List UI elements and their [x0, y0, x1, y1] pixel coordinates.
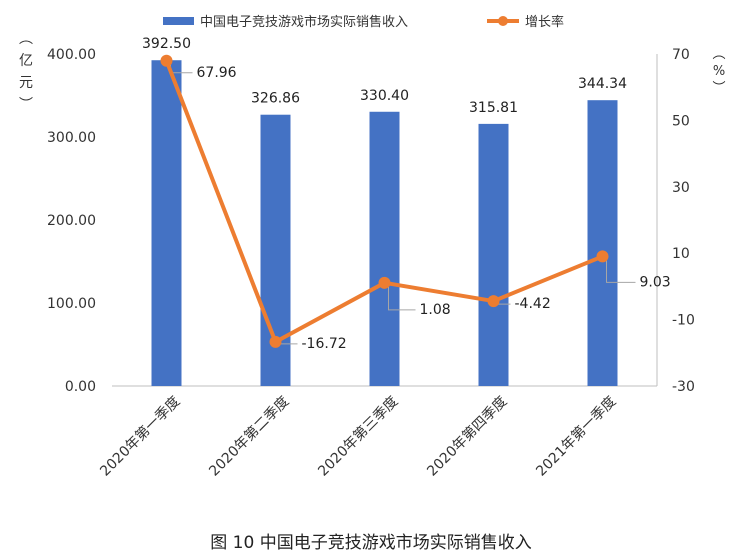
y-right-tick-label: 10 — [672, 246, 690, 262]
bar — [151, 60, 182, 386]
legend-bar-label: 中国电子竞技游戏市场实际销售收入 — [200, 14, 408, 30]
bar-value-labels: 392.50 326.86 330.40 315.81 344.34 — [142, 36, 627, 116]
bar-value-label: 326.86 — [251, 91, 300, 107]
growth-value-labels: 67.96 -16.72 1.08 -4.42 9.03 — [197, 65, 671, 352]
y-right-ticks: -30 -10 10 30 50 70 — [672, 47, 695, 395]
leader-line — [388, 286, 416, 311]
bar-value-label: 315.81 — [469, 100, 518, 116]
x-tick-label: 2020年第二季度 — [206, 393, 293, 480]
bar — [478, 123, 509, 387]
growth-value-label: 9.03 — [640, 274, 671, 290]
legend-bar-swatch — [163, 17, 194, 25]
x-tick-label: 2020年第四季度 — [424, 393, 511, 480]
bar-value-label: 330.40 — [360, 88, 409, 104]
bar-value-label: 392.50 — [142, 36, 191, 52]
growth-marker — [269, 335, 282, 348]
legend-line-marker — [498, 16, 508, 26]
growth-marker — [160, 54, 173, 67]
growth-value-label: -16.72 — [302, 336, 347, 352]
legend: 中国电子竞技游戏市场实际销售收入 增长率 — [163, 14, 564, 30]
y-left-ticks: 0.00 100.00 200.00 300.00 400.00 — [47, 47, 96, 395]
y-left-tick-label: 400.00 — [47, 47, 96, 63]
bar — [369, 111, 400, 386]
y-right-tick-label: 70 — [672, 47, 690, 63]
growth-value-label: -4.42 — [515, 296, 551, 312]
growth-marker — [378, 276, 391, 289]
y-right-tick-label: 30 — [672, 180, 690, 196]
x-tick-labels: 2020年第一季度 2020年第二季度 2020年第三季度 2020年第四季度 2021… — [97, 393, 620, 480]
growth-value-label: 1.08 — [420, 302, 451, 318]
y-left-tick-label: 100.00 — [47, 296, 96, 312]
y-left-tick-label: 300.00 — [47, 130, 96, 146]
y-right-tick-label: -30 — [672, 379, 695, 395]
y-left-tick-label: 200.00 — [47, 213, 96, 229]
growth-marker — [596, 250, 609, 263]
bars — [151, 60, 618, 387]
leader-lines — [170, 64, 636, 346]
y-left-axis-label: ︵亿元︶ — [19, 31, 33, 113]
leader-line — [606, 260, 636, 283]
y-right-axis-label: ︵% ︶ — [712, 47, 725, 96]
y-right-tick-label: -10 — [672, 313, 695, 329]
x-tick-label: 2020年第三季度 — [315, 393, 402, 480]
growth-line-series — [160, 54, 609, 348]
y-left-tick-label: 0.00 — [65, 379, 96, 395]
figure-caption: 图 10 中国电子竞技游戏市场实际销售收入 — [210, 533, 532, 553]
growth-value-label: 67.96 — [197, 65, 237, 81]
legend-line-label: 增长率 — [525, 14, 564, 30]
x-tick-label: 2021年第一季度 — [533, 393, 620, 480]
bar — [587, 100, 618, 386]
growth-marker — [487, 295, 500, 308]
bar-value-label: 344.34 — [578, 76, 627, 92]
chart: 中国电子竞技游戏市场实际销售收入 增长率 ︵亿元︶ ︵% ︶ 0.00100.00… — [19, 14, 726, 480]
x-tick-label: 2020年第一季度 — [97, 393, 184, 480]
y-right-tick-label: 50 — [672, 113, 690, 129]
